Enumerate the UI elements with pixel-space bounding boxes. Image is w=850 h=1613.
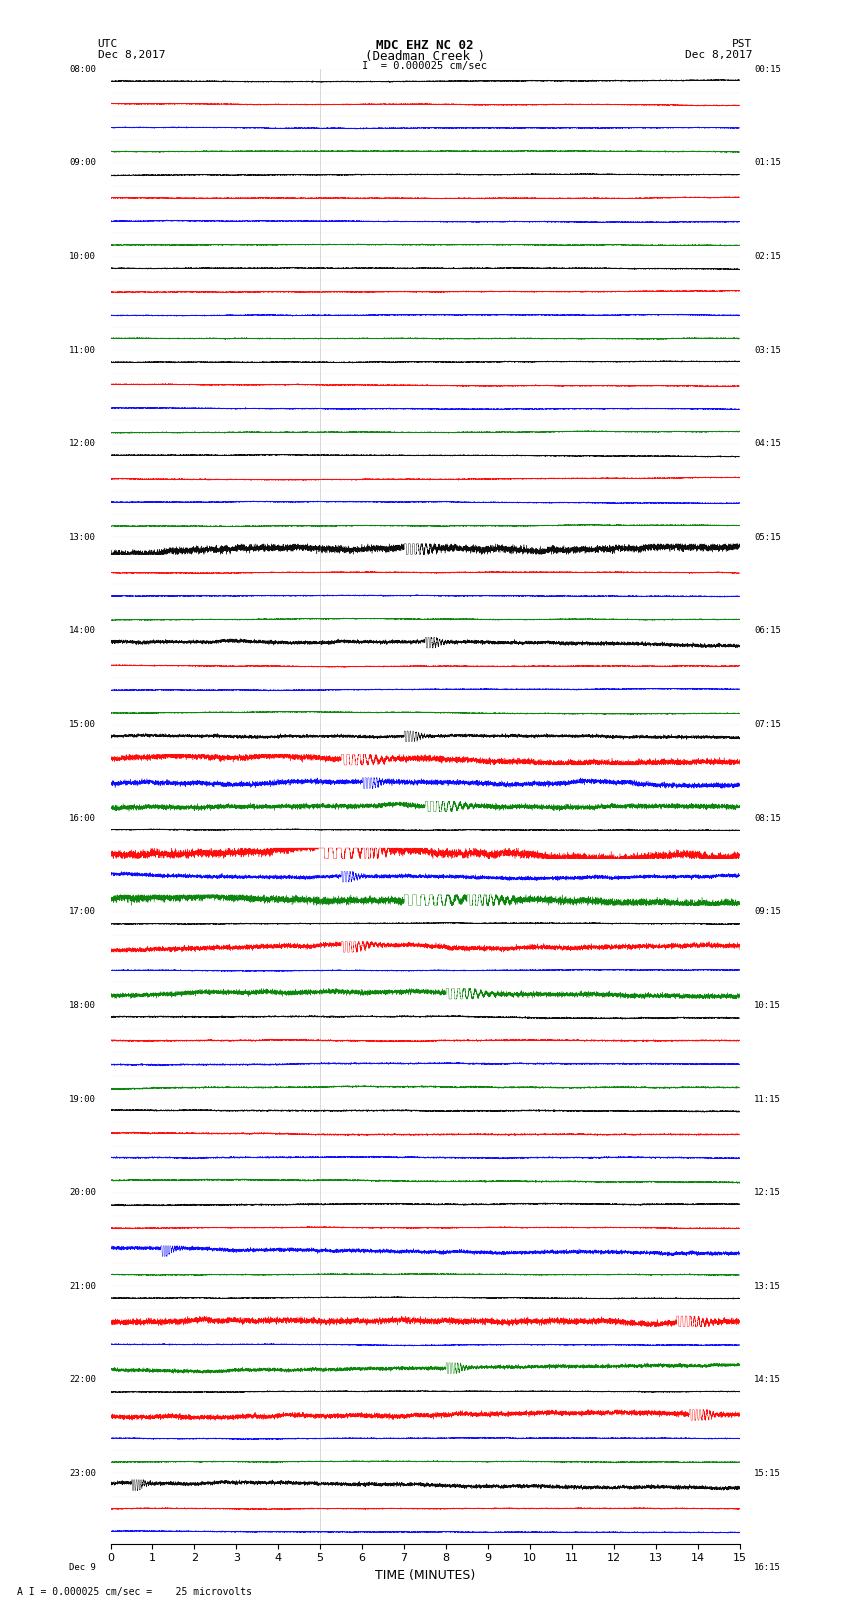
Text: 09:00: 09:00 xyxy=(69,158,96,168)
Text: 12:15: 12:15 xyxy=(754,1189,781,1197)
Text: 18:00: 18:00 xyxy=(69,1002,96,1010)
Text: 13:00: 13:00 xyxy=(69,532,96,542)
Text: 10:15: 10:15 xyxy=(754,1002,781,1010)
Text: PST: PST xyxy=(732,39,752,48)
Text: Dec 8,2017: Dec 8,2017 xyxy=(685,50,752,60)
Text: 02:15: 02:15 xyxy=(754,252,781,261)
Text: 03:15: 03:15 xyxy=(754,345,781,355)
Text: 07:15: 07:15 xyxy=(754,719,781,729)
Text: 16:15: 16:15 xyxy=(754,1563,781,1571)
Text: 23:00: 23:00 xyxy=(69,1469,96,1478)
Text: 15:00: 15:00 xyxy=(69,719,96,729)
Text: 11:15: 11:15 xyxy=(754,1095,781,1103)
Text: 08:00: 08:00 xyxy=(69,65,96,74)
Text: 01:15: 01:15 xyxy=(754,158,781,168)
Text: 20:00: 20:00 xyxy=(69,1189,96,1197)
Text: 21:00: 21:00 xyxy=(69,1282,96,1290)
X-axis label: TIME (MINUTES): TIME (MINUTES) xyxy=(375,1569,475,1582)
Text: MDC EHZ NC 02: MDC EHZ NC 02 xyxy=(377,39,473,52)
Text: 14:00: 14:00 xyxy=(69,626,96,636)
Text: 11:00: 11:00 xyxy=(69,345,96,355)
Text: 12:00: 12:00 xyxy=(69,439,96,448)
Text: 16:00: 16:00 xyxy=(69,813,96,823)
Text: 06:15: 06:15 xyxy=(754,626,781,636)
Text: I  = 0.000025 cm/sec: I = 0.000025 cm/sec xyxy=(362,61,488,71)
Text: 17:00: 17:00 xyxy=(69,907,96,916)
Text: 05:15: 05:15 xyxy=(754,532,781,542)
Text: 09:15: 09:15 xyxy=(754,907,781,916)
Text: 10:00: 10:00 xyxy=(69,252,96,261)
Text: 14:15: 14:15 xyxy=(754,1376,781,1384)
Text: 00:15: 00:15 xyxy=(754,65,781,74)
Text: 04:15: 04:15 xyxy=(754,439,781,448)
Text: 15:15: 15:15 xyxy=(754,1469,781,1478)
Text: UTC: UTC xyxy=(98,39,118,48)
Text: Dec 8,2017: Dec 8,2017 xyxy=(98,50,165,60)
Text: 13:15: 13:15 xyxy=(754,1282,781,1290)
Text: 22:00: 22:00 xyxy=(69,1376,96,1384)
Text: A I = 0.000025 cm/sec =    25 microvolts: A I = 0.000025 cm/sec = 25 microvolts xyxy=(17,1587,252,1597)
Text: 08:15: 08:15 xyxy=(754,813,781,823)
Text: Dec 9: Dec 9 xyxy=(69,1563,96,1571)
Text: (Deadman Creek ): (Deadman Creek ) xyxy=(365,50,485,63)
Text: 19:00: 19:00 xyxy=(69,1095,96,1103)
